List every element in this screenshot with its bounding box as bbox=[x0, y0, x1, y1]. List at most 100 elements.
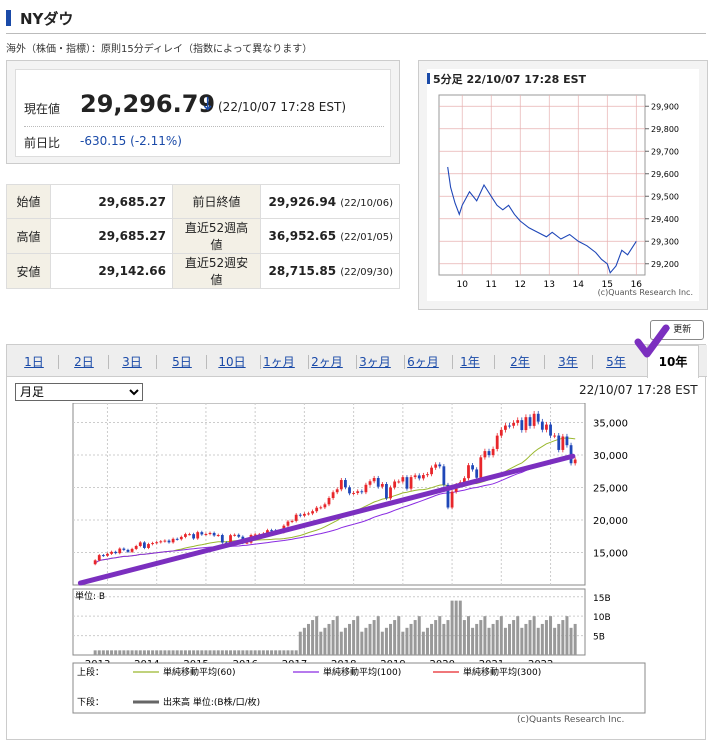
period-select[interactable]: 月足 bbox=[15, 383, 143, 401]
stat-label: 安値 bbox=[6, 253, 51, 289]
candle bbox=[220, 535, 224, 543]
tab-separator bbox=[452, 355, 453, 369]
tab-separator bbox=[544, 355, 545, 369]
tab-5[interactable]: 1ヶ月 bbox=[263, 355, 295, 369]
tab-0[interactable]: 1日 bbox=[24, 355, 44, 369]
tab-1[interactable]: 2日 bbox=[74, 355, 94, 369]
tab-8[interactable]: 6ヶ月 bbox=[407, 355, 439, 369]
tab-6[interactable]: 2ヶ月 bbox=[311, 355, 343, 369]
volume-bar bbox=[114, 650, 118, 655]
candle bbox=[401, 477, 405, 482]
candle bbox=[573, 459, 577, 464]
volume-bar bbox=[122, 650, 126, 655]
stat-label: 直近52週安値 bbox=[172, 253, 261, 289]
volume-bar bbox=[319, 631, 323, 655]
candle bbox=[372, 478, 376, 482]
candle bbox=[462, 478, 466, 483]
volume-bar bbox=[142, 650, 146, 655]
candle bbox=[184, 534, 187, 537]
volume-bar bbox=[216, 650, 220, 655]
volume-bar bbox=[360, 631, 364, 655]
volume-bar bbox=[434, 620, 438, 655]
volume-bar bbox=[138, 650, 142, 655]
volume-bar bbox=[417, 616, 421, 655]
volume-bar bbox=[499, 616, 503, 655]
intraday-title: 5分足 22/10/07 17:28 EST bbox=[433, 73, 587, 86]
legend-ma100: 単純移動平均(100) bbox=[323, 666, 401, 678]
x-tick-label: 10 bbox=[456, 280, 468, 290]
volume-bar bbox=[331, 620, 335, 655]
volume-bar bbox=[130, 650, 134, 655]
volume-bar bbox=[233, 650, 237, 655]
volume-bar bbox=[348, 623, 352, 655]
tab-13[interactable]: 10年 bbox=[647, 345, 699, 378]
tab-2[interactable]: 3日 bbox=[122, 355, 142, 369]
volume-bar bbox=[421, 631, 425, 655]
volume-bar bbox=[188, 650, 192, 655]
volume-bar bbox=[306, 623, 310, 655]
volume-bar bbox=[241, 650, 245, 655]
volume-bar bbox=[270, 650, 274, 655]
candle bbox=[475, 469, 479, 478]
volume-bar bbox=[393, 620, 397, 655]
candle bbox=[122, 548, 126, 550]
volume-bar bbox=[134, 650, 138, 655]
volume-bar bbox=[553, 627, 557, 655]
candle bbox=[200, 532, 204, 535]
volume-bar bbox=[368, 623, 372, 655]
volume-bar bbox=[503, 627, 507, 655]
candle bbox=[216, 535, 220, 537]
tab-4[interactable]: 10日 bbox=[218, 355, 246, 369]
volume-bar bbox=[204, 650, 208, 655]
price-summary: 現在値 29,296.79 ↓ (22/10/07 17:28 EST) 前日比… bbox=[6, 60, 400, 164]
volume-bar bbox=[528, 620, 532, 655]
candle bbox=[397, 481, 401, 483]
tab-separator bbox=[308, 355, 309, 369]
candle bbox=[147, 544, 150, 548]
intraday-copyright: (c)Quants Research Inc. bbox=[598, 288, 693, 297]
title-bar: NYダウ bbox=[6, 4, 706, 34]
candle bbox=[385, 483, 388, 499]
candle bbox=[532, 413, 536, 426]
volume-bar bbox=[159, 650, 163, 655]
history-chart-panel: 1日 2日 3日 5日 10日 1ヶ月 2ヶ月 3ヶ月 6ヶ月 1年 2年 3年 5年 10年 月足 22… bbox=[6, 344, 707, 740]
candle bbox=[442, 466, 446, 485]
stat-label: 直近52週高値 bbox=[172, 218, 261, 254]
volume-bar bbox=[438, 616, 442, 655]
volume-bar bbox=[565, 616, 569, 655]
candle bbox=[110, 551, 113, 554]
volume-bar bbox=[516, 616, 520, 655]
check-icon bbox=[634, 324, 670, 358]
legend-lower-label: 下段： bbox=[77, 696, 104, 708]
candle bbox=[323, 504, 327, 508]
tab-9[interactable]: 1年 bbox=[460, 355, 480, 369]
tab-7[interactable]: 3ヶ月 bbox=[359, 355, 391, 369]
y-tick-label: 29,700 bbox=[651, 147, 679, 156]
stat-label: 前日終値 bbox=[172, 184, 261, 219]
candle bbox=[479, 457, 483, 478]
volume-bar bbox=[540, 623, 544, 655]
candle bbox=[360, 491, 364, 493]
current-price-label: 現在値 bbox=[24, 102, 61, 116]
volume-bar bbox=[384, 627, 388, 655]
candle bbox=[175, 538, 179, 540]
divider bbox=[24, 126, 384, 127]
volume-bar bbox=[405, 627, 409, 655]
candle bbox=[171, 538, 175, 543]
tab-3[interactable]: 5日 bbox=[172, 355, 192, 369]
volume-bar bbox=[311, 620, 315, 655]
tab-10[interactable]: 2年 bbox=[510, 355, 530, 369]
candle bbox=[159, 541, 163, 543]
volume-bar bbox=[192, 650, 196, 655]
candle bbox=[327, 498, 331, 505]
tab-12[interactable]: 5年 bbox=[606, 355, 626, 369]
candle bbox=[307, 513, 310, 515]
tab-separator bbox=[156, 355, 157, 369]
candle bbox=[426, 474, 429, 476]
y-tick-label: 29,200 bbox=[651, 260, 679, 269]
volume-bar bbox=[397, 616, 401, 655]
tab-11[interactable]: 3年 bbox=[558, 355, 578, 369]
intraday-chart-panel: 5分足 22/10/07 17:28 EST 10 11 12 13 14 15 16 29,… bbox=[418, 60, 708, 310]
candle bbox=[499, 429, 503, 436]
volume-bar bbox=[475, 623, 479, 655]
